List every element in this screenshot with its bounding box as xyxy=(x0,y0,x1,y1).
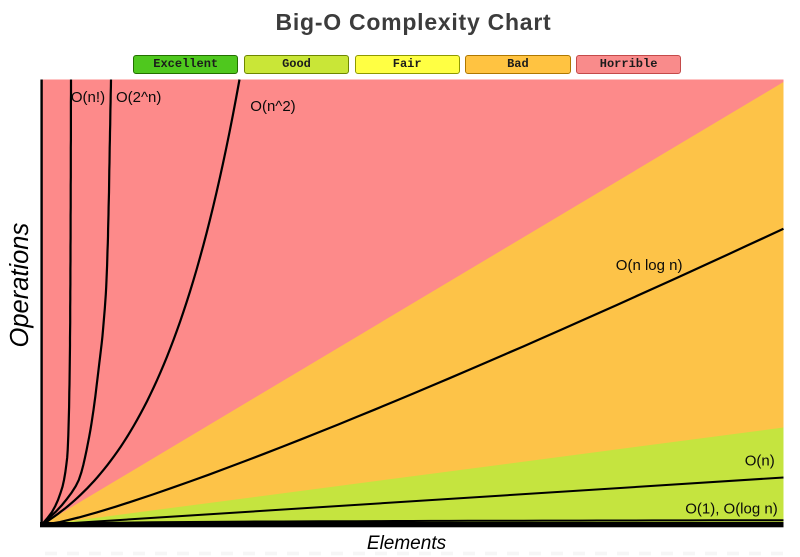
svg-text:Elements: Elements xyxy=(367,533,447,554)
svg-text:O(2^n): O(2^n) xyxy=(116,89,161,106)
svg-text:O(n log n): O(n log n) xyxy=(616,257,683,274)
svg-text:Operations: Operations xyxy=(6,223,34,348)
svg-text:O(1), O(log n): O(1), O(log n) xyxy=(685,501,778,518)
svg-text:O(n): O(n) xyxy=(745,452,775,469)
svg-text:O(n^2): O(n^2) xyxy=(250,98,295,115)
svg-text:O(n!): O(n!) xyxy=(71,89,105,106)
